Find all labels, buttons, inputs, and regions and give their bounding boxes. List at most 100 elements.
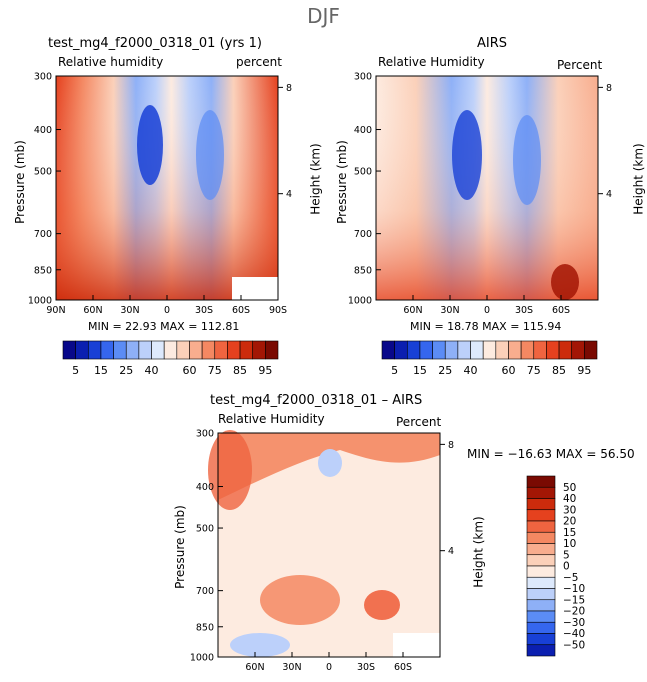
panel2-rtick-label: 4 xyxy=(606,189,612,200)
colorbar-left-label: 75 xyxy=(208,364,222,377)
panel3-xtick-label: 30N xyxy=(282,662,301,673)
colorbar-right-label: 75 xyxy=(527,364,541,377)
panel2-xtick-label: 30N xyxy=(440,305,459,316)
panel1-ytick-label: 1000 xyxy=(28,296,52,307)
panel2-units: Percent xyxy=(557,58,603,72)
panel1-min-core-2 xyxy=(196,110,224,200)
panel1-stats: MIN = 22.93 MAX = 112.81 xyxy=(88,320,240,333)
panel1-xtick-label: 30S xyxy=(195,305,213,316)
panel1-rtick-label: 8 xyxy=(286,83,292,94)
panel3-ytick-label: 700 xyxy=(196,586,214,597)
panel2-title: AIRS xyxy=(477,36,508,51)
panel1-field-boundary xyxy=(56,76,278,300)
panel3-ytick-label: 850 xyxy=(196,622,214,633)
panel3-missing-data xyxy=(393,633,440,657)
panel3-ytick-label: 300 xyxy=(196,429,214,440)
panel2-ytick-label: 500 xyxy=(354,167,372,178)
colorbar-left-label: 40 xyxy=(145,364,159,377)
panel3-negative-patch xyxy=(318,449,342,477)
colorbar-diff-label: 30 xyxy=(563,504,576,516)
colorbar-left-label: 85 xyxy=(233,364,247,377)
panel2-xtick-label: 30S xyxy=(515,305,533,316)
colorbar-right-label: 25 xyxy=(438,364,452,377)
panel2-field-boundary xyxy=(376,76,598,300)
panel3-rtick-label: 8 xyxy=(448,440,454,451)
colorbar-left-label: 25 xyxy=(119,364,133,377)
colorbar-diff-swatch xyxy=(526,588,556,601)
panel1-xtick-label: 60S xyxy=(232,305,250,316)
panel3-xtick-label: 60S xyxy=(394,662,412,673)
colorbar-left-label: 5 xyxy=(72,364,79,377)
colorbar-right-label: 5 xyxy=(391,364,398,377)
colorbar-diff-swatch xyxy=(526,565,556,578)
panel1-rtick-label: 4 xyxy=(286,189,292,200)
panel1-xtick-label: 0 xyxy=(164,305,170,316)
colorbar-diff-label: 40 xyxy=(563,493,576,505)
colorbar-diff-label: 10 xyxy=(563,538,576,550)
panel2-stats: MIN = 18.78 MAX = 115.94 xyxy=(410,320,562,333)
panel1-variable: Relative humidity xyxy=(58,55,164,69)
colorbar-diff-swatch xyxy=(526,509,556,522)
panel3-ytick-label: 400 xyxy=(196,482,214,493)
colorbar-diff-swatch xyxy=(526,644,556,657)
colorbar-diff-label: 15 xyxy=(563,527,576,539)
colorbar-diff-label: −20 xyxy=(563,606,585,618)
colorbar-diff-swatch xyxy=(526,554,556,567)
colorbar-diff-swatch xyxy=(526,531,556,544)
panel1-ytick-label: 300 xyxy=(34,72,52,83)
colorbar-right-label: 40 xyxy=(464,364,478,377)
colorbar-diff-label: −5 xyxy=(563,572,578,584)
colorbar-diff-swatch xyxy=(526,520,556,533)
colorbar-diff-label: −10 xyxy=(563,583,585,595)
colorbar-diff-label: −30 xyxy=(563,617,585,629)
panel2-min-core-2 xyxy=(513,115,541,205)
panel2-xtick-label: 60N xyxy=(403,305,422,316)
colorbar-diff-swatch xyxy=(526,576,556,589)
colorbar-diff-label: 50 xyxy=(563,482,576,494)
panel3-xtick-label: 30S xyxy=(357,662,375,673)
panel3-xtick-label: 0 xyxy=(326,662,332,673)
panel1-xtick-label: 60N xyxy=(83,305,102,316)
panel2-rtick-label: 8 xyxy=(606,83,612,94)
panel1-ytick-label: 850 xyxy=(34,265,52,276)
colorbar-diff-swatch xyxy=(526,486,556,499)
figure-title: DJF xyxy=(307,4,340,28)
panel3-title: test_mg4_f2000_0318_01 – AIRS xyxy=(210,393,423,408)
colorbar-right-label: 85 xyxy=(552,364,566,377)
panel2-ytick-label: 400 xyxy=(354,125,372,136)
panel2-variable: Relative Humidity xyxy=(378,55,485,69)
panel3-positive-core xyxy=(208,430,252,510)
colorbar-right-label: 95 xyxy=(577,364,591,377)
panel2-min-core xyxy=(452,110,482,200)
panel3-ytick-label: 1000 xyxy=(190,653,214,664)
panel3-negative-bottom xyxy=(230,633,290,657)
colorbar-diff-label: −50 xyxy=(563,639,585,651)
panel3-ytick-label: 500 xyxy=(196,524,214,535)
panel1-xtick-label: 30N xyxy=(120,305,139,316)
panel1-ytick-label: 400 xyxy=(34,125,52,136)
panel1-ytick-label: 500 xyxy=(34,167,52,178)
panel1-ytick-label: 700 xyxy=(34,229,52,240)
colorbar-right-swatch xyxy=(584,340,598,360)
colorbar-diff-label: −40 xyxy=(563,628,585,640)
panel3-upper-positive xyxy=(218,433,440,500)
colorbar-diff-swatch xyxy=(526,610,556,623)
colorbar-left-swatch xyxy=(265,340,279,360)
panel1-xtick-label: 90N xyxy=(46,305,65,316)
colorbar-left-label: 95 xyxy=(258,364,272,377)
colorbar-right-label: 60 xyxy=(501,364,515,377)
panel1-units: percent xyxy=(236,55,282,69)
panel3-rtick-label: 4 xyxy=(448,546,454,557)
colorbar-left-label: 15 xyxy=(94,364,108,377)
panel2-ytick-label: 300 xyxy=(354,72,372,83)
colorbar-diff-label: 20 xyxy=(563,516,576,528)
colorbar-left-label: 60 xyxy=(182,364,196,377)
panel3-stats: MIN = −16.63 MAX = 56.50 xyxy=(467,447,635,461)
panel3-variable: Relative Humidity xyxy=(218,412,325,426)
